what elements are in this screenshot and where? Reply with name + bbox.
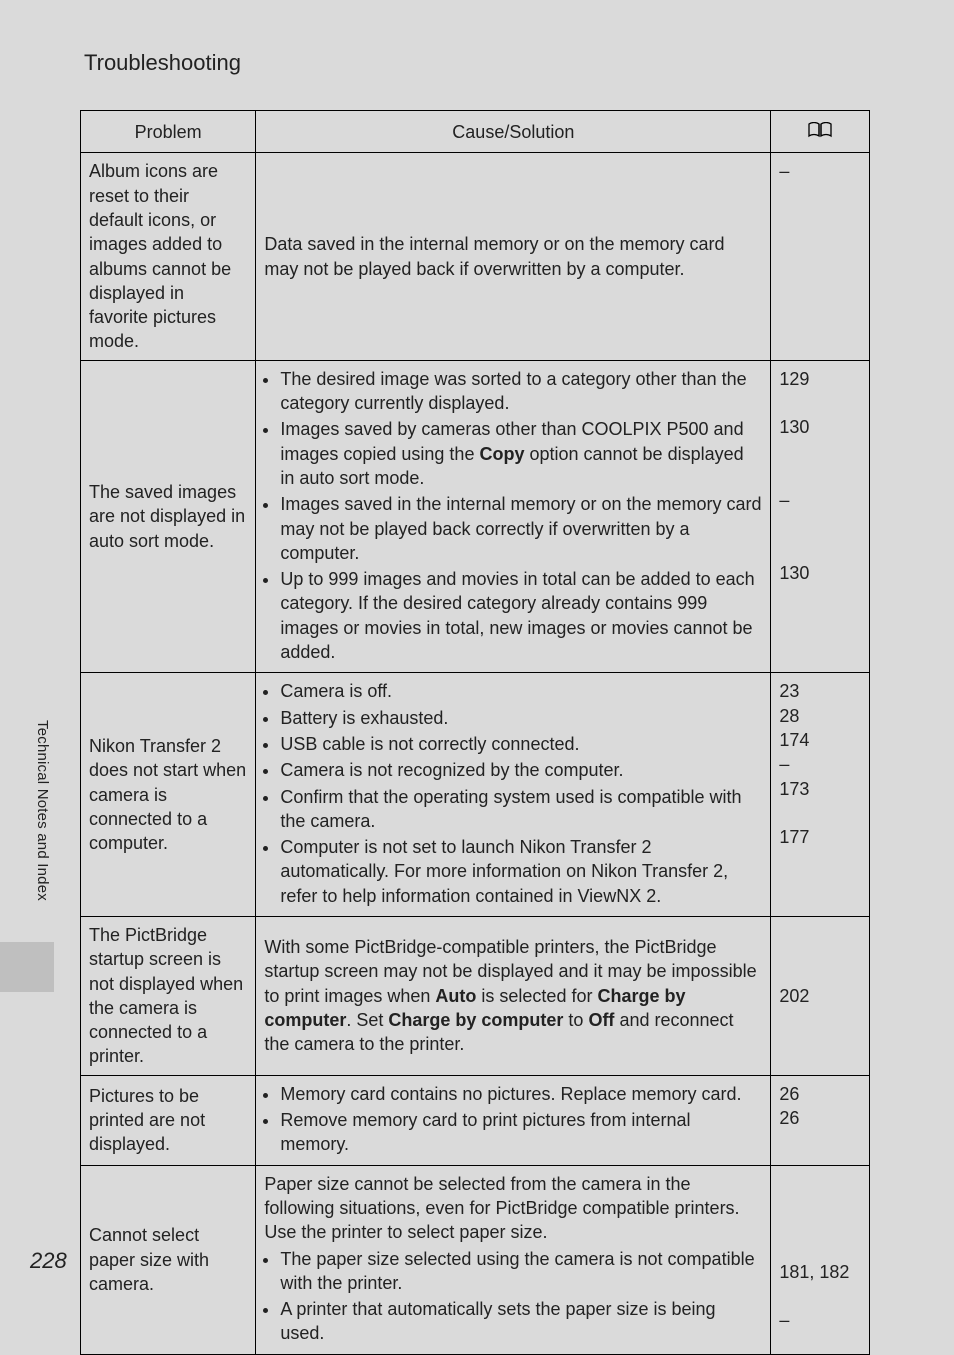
col-header-problem: Problem	[81, 111, 256, 153]
cause-item: The desired image was sorted to a catego…	[280, 367, 762, 416]
table-row: Pictures to be printed are not displayed…	[81, 1075, 870, 1165]
cell-reference: 181, 182 –	[771, 1165, 870, 1354]
cell-problem: Cannot select paper size with camera.	[81, 1165, 256, 1354]
content-area: Troubleshooting Problem Cause/Solution	[80, 50, 870, 1355]
page: Technical Notes and Index Troubleshootin…	[0, 0, 954, 1314]
table-row: The saved images are not displayed in au…	[81, 360, 870, 673]
col-header-cause: Cause/Solution	[256, 111, 771, 153]
cell-reference: 202	[771, 917, 870, 1076]
table-body: Album icons are reset to their default i…	[81, 153, 870, 1354]
cause-item: Memory card contains no pictures. Replac…	[280, 1082, 762, 1106]
table-header-row: Problem Cause/Solution	[81, 111, 870, 153]
cell-reference: 2626	[771, 1075, 870, 1165]
cause-item: Computer is not set to launch Nikon Tran…	[280, 835, 762, 908]
cell-problem: Pictures to be printed are not displayed…	[81, 1075, 256, 1165]
cell-problem: The saved images are not displayed in au…	[81, 360, 256, 673]
cause-item: Camera is not recognized by the computer…	[280, 758, 762, 782]
cause-item: Images saved in the internal memory or o…	[280, 492, 762, 565]
cause-item: USB cable is not correctly connected.	[280, 732, 762, 756]
cause-item: A printer that automatically sets the pa…	[280, 1297, 762, 1346]
cell-problem: Album icons are reset to their default i…	[81, 153, 256, 360]
cell-reference: –	[771, 153, 870, 360]
cell-problem: The PictBridge startup screen is not dis…	[81, 917, 256, 1076]
side-section-label: Technical Notes and Index	[34, 720, 51, 901]
troubleshooting-table: Problem Cause/Solution	[80, 110, 870, 1355]
cell-cause: Camera is off. Battery is exhausted.USB c…	[256, 673, 771, 917]
table-row: Album icons are reset to their default i…	[81, 153, 870, 360]
cell-cause: Paper size cannot be selected from the c…	[256, 1165, 771, 1354]
page-title: Troubleshooting	[84, 50, 870, 76]
side-tab	[0, 942, 54, 992]
cause-item: Images saved by cameras other than COOLP…	[280, 417, 762, 490]
cell-cause: Memory card contains no pictures. Replac…	[256, 1075, 771, 1165]
cell-reference: 129 130 – 130	[771, 360, 870, 673]
cell-cause: The desired image was sorted to a catego…	[256, 360, 771, 673]
cause-item: Battery is exhausted.	[280, 706, 762, 730]
table-row: Nikon Transfer 2 does not start when cam…	[81, 673, 870, 917]
col-header-reference	[771, 111, 870, 153]
cause-item: Confirm that the operating system used i…	[280, 785, 762, 834]
page-number: 228	[30, 1248, 67, 1274]
cell-cause: With some PictBridge-compatible printers…	[256, 917, 771, 1076]
cell-problem: Nikon Transfer 2 does not start when cam…	[81, 673, 256, 917]
table-row: The PictBridge startup screen is not dis…	[81, 917, 870, 1076]
cause-item: Camera is off.	[280, 679, 762, 703]
table-row: Cannot select paper size with camera.Pap…	[81, 1165, 870, 1354]
cell-cause: Data saved in the internal memory or on …	[256, 153, 771, 360]
book-icon	[807, 120, 833, 144]
cause-item: Remove memory card to print pictures fro…	[280, 1108, 762, 1157]
cause-item: Up to 999 images and movies in total can…	[280, 567, 762, 664]
cell-reference: 2328174–173 177	[771, 673, 870, 917]
cause-item: The paper size selected using the camera…	[280, 1247, 762, 1296]
